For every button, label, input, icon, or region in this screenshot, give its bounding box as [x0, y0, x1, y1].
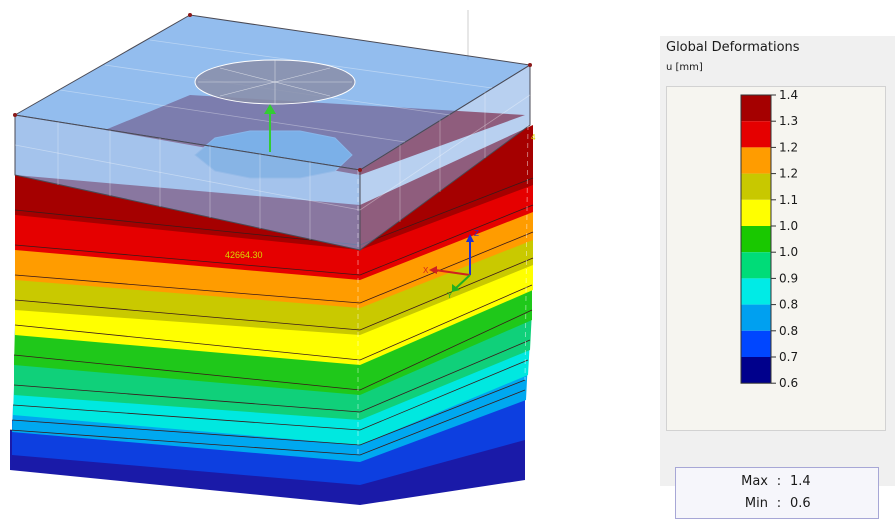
band-green [14, 285, 532, 395]
scale-value-label: 0.6 [779, 376, 798, 390]
load-area-mesh [198, 60, 352, 104]
min-value: 0.6 [790, 496, 811, 511]
band-cyan [13, 340, 530, 445]
axis-triad: Z X Y [423, 229, 479, 300]
band-olive [15, 232, 533, 335]
scale-swatch [741, 226, 771, 253]
scale-value-label: 1.2 [779, 167, 798, 181]
band-lightblue [12, 360, 528, 462]
panel-title: Global Deformations [666, 40, 800, 55]
scale-swatch [741, 147, 771, 174]
band-darkblue [10, 390, 525, 505]
scale-value-label: 1.0 [779, 219, 798, 233]
max-row: Max : 1.4 [676, 474, 878, 489]
scale-swatch [741, 199, 771, 226]
scale-swatch [741, 121, 771, 148]
band-darkred [15, 125, 533, 250]
scale-swatch [741, 330, 771, 357]
model-viewport[interactable]: 42664.30 4 Z X Y [0, 0, 640, 507]
scale-swatch [741, 95, 771, 122]
scale-swatch [741, 357, 771, 384]
scale-swatch [741, 173, 771, 200]
legend-panel: Global Deformations u [mm] 1.4 1.3 1.2 1.2 1… [660, 36, 895, 519]
color-scale: 1.4 1.3 1.2 1.2 1.1 1.0 1.0 0.9 0.8 0.8 0.7 0.6 Max… [666, 86, 886, 519]
scale-value-label: 1.2 [779, 140, 798, 154]
band-red [15, 178, 533, 280]
scale-value-label: 1.0 [779, 245, 798, 259]
scale-swatch [741, 278, 771, 305]
scale-value-label: 0.8 [779, 298, 798, 312]
band-teal [14, 310, 532, 420]
scale-value-label: 0.9 [779, 271, 798, 285]
scale-value-label: 0.8 [779, 324, 798, 338]
load-arrow [264, 104, 276, 152]
axis-x-label: X [423, 266, 429, 275]
max-label: Max [741, 474, 768, 489]
nodes [13, 13, 532, 172]
min-separator: : [776, 496, 782, 511]
scale-frame [740, 94, 772, 384]
contour-lines [9, 177, 534, 456]
scale-swatch [741, 304, 771, 331]
min-max-box: Max : 1.4 Min : 0.6 [675, 467, 879, 519]
color-scale-graphic: 1.4 1.3 1.2 1.2 1.1 1.0 1.0 0.9 0.8 0.8 0.7 0.6 [740, 88, 798, 390]
axis-z-label: Z [474, 229, 479, 238]
axis-y-label: Y [447, 291, 453, 300]
scale-value-label: 0.7 [779, 350, 798, 364]
band-orange [15, 205, 533, 308]
edge-label: 4 [531, 133, 536, 142]
max-value: 1.4 [790, 474, 811, 489]
scale-value-label: 1.4 [779, 88, 798, 102]
unit-label: u [mm] [666, 62, 703, 73]
deformation-model[interactable]: 42664.30 4 Z X Y [0, 0, 640, 507]
min-row: Min : 0.6 [676, 496, 878, 511]
scale-value-label: 1.1 [779, 193, 798, 207]
min-label: Min [744, 496, 768, 511]
scale-swatch [741, 252, 771, 279]
dashed-lines [11, 124, 529, 455]
box-side [359, 64, 531, 251]
scale-value-label: 1.3 [779, 114, 798, 128]
max-separator: : [776, 474, 782, 489]
load-value-label: 42664.30 [225, 250, 263, 260]
band-blue [12, 380, 525, 485]
